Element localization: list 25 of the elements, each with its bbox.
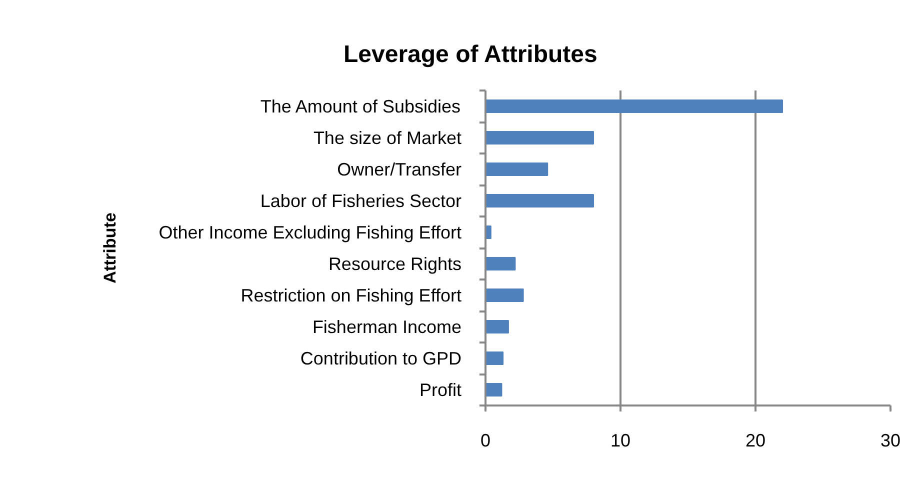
y-tick-label: Owner/Transfer (337, 159, 462, 180)
x-tick-label: 30 (880, 430, 901, 450)
bar (486, 320, 509, 334)
bar (486, 162, 548, 176)
bar (486, 130, 594, 145)
x-tick-label: 10 (610, 430, 631, 450)
y-tick-label: Resource Rights (328, 254, 462, 274)
bar (486, 256, 516, 271)
bar (486, 194, 594, 208)
bar (486, 288, 524, 302)
bar (486, 382, 502, 397)
y-tick-label: Contribution to GPD (300, 348, 462, 368)
y-tick-label: Fisherman Income (312, 316, 462, 337)
chart-title: Leverage of Attributes (344, 41, 598, 68)
y-tick-label: Labor of Fisheries Sector (260, 190, 462, 211)
y-tick-label: Other Income Excluding Fishing Effort (158, 222, 462, 242)
x-tick-label: 20 (745, 430, 766, 450)
y-tick-label: Profit (419, 380, 462, 400)
x-tick-label: 0 (480, 430, 491, 450)
y-tick-label: Restriction on Fishing Effort (240, 285, 462, 306)
y-tick-label: The size of Market (313, 128, 462, 148)
y-axis-title: Attribute (100, 212, 120, 284)
bar (486, 351, 504, 366)
y-tick-label: The Amount of Subsidies (260, 96, 461, 116)
bar (486, 99, 783, 114)
